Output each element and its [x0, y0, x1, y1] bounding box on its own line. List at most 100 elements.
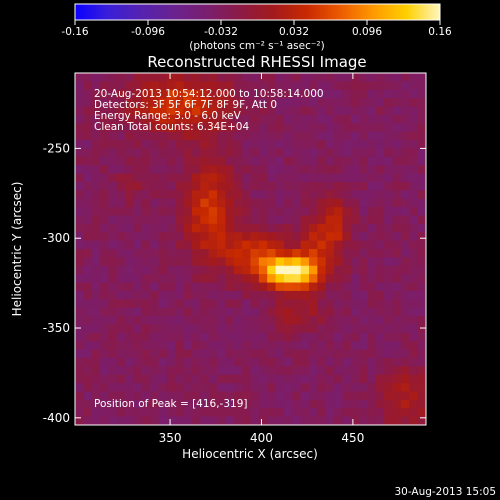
heatmap-cell: [367, 282, 377, 292]
heatmap-cell: [233, 215, 243, 225]
heatmap-cell: [384, 357, 394, 367]
heatmap-cell: [183, 89, 193, 99]
heatmap-cell: [342, 123, 352, 133]
heatmap-cell: [125, 391, 135, 401]
heatmap-cell: [208, 383, 218, 393]
heatmap-cell: [325, 299, 335, 309]
heatmap-cell: [317, 148, 327, 158]
heatmap-cell: [116, 290, 126, 300]
heatmap-cell: [100, 408, 110, 418]
heatmap-cell: [192, 114, 201, 124]
heatmap-cell: [225, 89, 235, 99]
heatmap-cell: [309, 299, 318, 309]
heatmap-cell: [292, 307, 302, 317]
heatmap-cell: [292, 391, 302, 401]
heatmap-cell: [359, 106, 369, 116]
heatmap-cell: [400, 316, 410, 326]
heatmap-cell: [350, 106, 360, 116]
heatmap-cell: [200, 98, 210, 108]
heatmap-cell: [108, 240, 118, 250]
heatmap-cell: [91, 207, 101, 217]
heatmap-cell: [200, 366, 210, 376]
heatmap-cell: [392, 198, 402, 208]
heatmap-cell: [242, 257, 252, 267]
heatmap-cell: [359, 207, 369, 217]
heatmap-cell: [359, 341, 369, 351]
heatmap-cell: [325, 190, 335, 200]
heatmap-cell: [317, 123, 327, 133]
heatmap-cell: [250, 324, 260, 334]
heatmap-cell: [83, 207, 93, 217]
heatmap-cell: [350, 131, 360, 141]
heatmap-cell: [158, 98, 168, 108]
heatmap-cell: [166, 232, 176, 242]
heatmap-cell: [108, 249, 118, 258]
heatmap-cell: [384, 408, 394, 418]
heatmap-cell: [367, 73, 377, 82]
heatmap-cell: [342, 240, 352, 250]
heatmap-cell: [334, 73, 344, 82]
heatmap-cell: [258, 140, 268, 150]
heatmap-cell: [91, 274, 101, 284]
heatmap-cell: [409, 282, 419, 292]
heatmap-cell: [384, 106, 394, 116]
heatmap-cell: [141, 290, 151, 300]
heatmap-cell: [417, 299, 426, 309]
heatmap-cell: [150, 106, 160, 116]
heatmap-cell: [192, 349, 201, 359]
heatmap-cell: [192, 123, 201, 133]
heatmap-cell: [325, 73, 335, 82]
heatmap-cell: [417, 73, 426, 82]
heatmap-cell: [175, 140, 185, 150]
heatmap-cell: [108, 106, 118, 116]
heatmap-cell: [116, 416, 126, 425]
heatmap-cell: [233, 207, 243, 217]
heatmap-cell: [208, 173, 218, 183]
heatmap-cell: [225, 383, 235, 393]
heatmap-cell: [334, 274, 344, 284]
heatmap-cell: [359, 89, 369, 99]
plot-frame: [74, 72, 427, 426]
heatmap-cell: [242, 198, 252, 208]
heatmap-cell: [242, 148, 252, 158]
heatmap-cell: [267, 89, 277, 99]
heatmap-cell: [267, 341, 277, 351]
heatmap-cell: [400, 131, 410, 141]
heatmap-cell: [292, 416, 302, 425]
heatmap-cell: [384, 332, 394, 342]
heatmap-cell: [108, 399, 118, 409]
heatmap-cell: [375, 131, 385, 141]
heatmap-cell: [183, 81, 193, 91]
heatmap-cell: [242, 123, 252, 133]
heatmap-cell: [100, 274, 110, 284]
heatmap-cell: [392, 316, 402, 326]
heatmap-cell: [150, 249, 160, 258]
heatmap-cell: [342, 391, 352, 401]
heatmap-cell: [359, 290, 369, 300]
heatmap-cell: [359, 223, 369, 233]
heatmap-cell: [267, 307, 277, 317]
heatmap-cell: [100, 114, 110, 124]
heatmap-cell: [359, 316, 369, 326]
heatmap-cell: [309, 156, 318, 166]
heatmap-cell: [309, 73, 318, 82]
heatmap-cell: [83, 173, 93, 183]
heatmap-cell: [141, 223, 151, 233]
heatmap-cell: [359, 181, 369, 191]
heatmap-cell: [267, 249, 277, 258]
heatmap-cell: [258, 190, 268, 200]
heatmap-cell: [233, 148, 243, 158]
heatmap-cell: [367, 89, 377, 99]
heatmap-cell: [192, 316, 201, 326]
heatmap-cell: [309, 307, 318, 317]
heatmap-cell: [292, 148, 302, 158]
heatmap-cell: [417, 374, 426, 384]
heatmap-cell: [108, 383, 118, 393]
heatmap-cell: [166, 123, 176, 133]
heatmap-cell: [283, 307, 293, 317]
heatmap-cell: [242, 383, 252, 393]
heatmap-cell: [367, 114, 377, 124]
heatmap-cell: [267, 357, 277, 367]
heatmap-cell: [225, 114, 235, 124]
heatmap-cell: [334, 324, 344, 334]
